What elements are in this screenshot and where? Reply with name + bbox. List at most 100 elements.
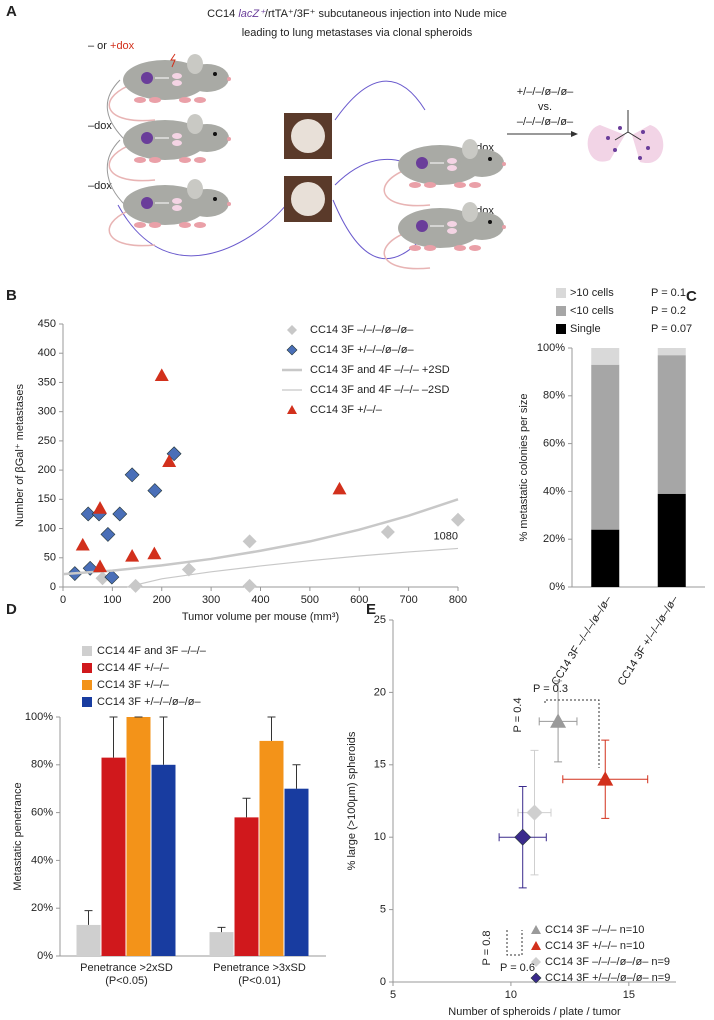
x-tick-label: 700 xyxy=(399,594,417,606)
x-tick-label: 300 xyxy=(202,594,220,606)
y-tick-label: 0 xyxy=(50,581,56,593)
lung-mark xyxy=(447,228,457,234)
legend-label: CC14 4F and 3F –/–/– xyxy=(97,645,207,657)
dox-text: – or xyxy=(88,40,110,52)
legend-swatch xyxy=(82,646,92,656)
arrow xyxy=(334,80,426,121)
legend-label: CC14 3F +/–/–/ø–/ø– n=9 xyxy=(545,972,670,984)
arrow xyxy=(117,199,291,257)
mouse-tail xyxy=(108,144,156,182)
x-tick-label: 10 xyxy=(505,989,517,1001)
bar-segment xyxy=(657,355,686,494)
mouse-foot xyxy=(134,97,146,103)
legend-label: <10 cells xyxy=(570,305,614,317)
y-tick-label: 20 xyxy=(374,686,386,698)
y-tick-label: 20% xyxy=(543,533,565,545)
legend-swatch xyxy=(531,957,541,967)
bar xyxy=(101,757,126,956)
legend-label: CC14 3F and 4F –/–/– +2SD xyxy=(310,364,450,376)
spheroid xyxy=(291,119,325,153)
bar xyxy=(234,817,259,956)
legend-label: CC14 3F and 4F –/–/– –2SD xyxy=(310,384,449,396)
metastasis-dot xyxy=(638,156,642,160)
metastasis-dot xyxy=(641,130,645,134)
legend-label: CC14 3F +/–/– xyxy=(310,404,383,416)
spheroid xyxy=(291,182,325,216)
lung-mark xyxy=(172,80,182,86)
trachea xyxy=(614,110,642,141)
y-tick-label: 400 xyxy=(38,347,56,359)
tumor xyxy=(416,220,428,232)
mouse-nose xyxy=(502,162,506,166)
triangle-marker xyxy=(93,559,108,573)
lung-mark xyxy=(447,221,457,227)
lung-mark xyxy=(172,205,182,211)
triangle-marker xyxy=(93,501,108,514)
y-tick-label: 80% xyxy=(543,390,565,402)
mouse-nose xyxy=(227,137,231,141)
bar xyxy=(209,932,234,956)
x-tick-label: 400 xyxy=(251,594,269,606)
mouse-foot xyxy=(454,245,466,251)
mouse-eye xyxy=(488,157,492,161)
lung-mark xyxy=(172,198,182,204)
diamond-marker xyxy=(128,578,143,593)
y-tick-label: 20% xyxy=(31,902,53,914)
mouse-foot xyxy=(409,182,421,188)
lung-mark xyxy=(447,165,457,171)
y-tick-label: 0% xyxy=(37,950,53,962)
p-value: P = 0.4 xyxy=(512,698,524,733)
mouse-foot xyxy=(469,182,481,188)
error-bar xyxy=(267,716,276,741)
x-tick-label: 800 xyxy=(449,594,467,606)
legend-swatch xyxy=(531,925,541,934)
y-axis-title: Number of βGal⁺ metastases xyxy=(14,384,26,527)
mouse-foot xyxy=(454,182,466,188)
legend-swatch xyxy=(286,344,298,356)
y-tick-label: 300 xyxy=(38,406,56,418)
legend-swatch xyxy=(287,325,297,335)
lung-mark xyxy=(172,133,182,139)
diamond-marker xyxy=(80,506,96,522)
x-tick-label: Penetrance >2xSD xyxy=(80,962,173,974)
bracket xyxy=(506,930,523,956)
mouse-ear xyxy=(187,54,203,74)
bar-segment xyxy=(591,529,620,587)
y-axis-title: Metastatic penetrance xyxy=(12,782,24,890)
p-value: P = 0.2 xyxy=(651,305,686,317)
y-tick-label: 40% xyxy=(31,854,53,866)
x-tick-label: 500 xyxy=(301,594,319,606)
tumor xyxy=(141,132,153,144)
legend-swatch xyxy=(556,288,566,298)
x-tick-label: CC14 3F –/–/–/ø–/ø– xyxy=(549,593,614,688)
triangle-marker xyxy=(147,546,162,560)
mouse-foot xyxy=(134,157,146,163)
y-tick-label: 10 xyxy=(374,831,386,843)
y-axis-title: % metastatic colonies per size xyxy=(518,394,530,542)
error-bar xyxy=(159,716,168,765)
x-tick-label: 15 xyxy=(623,989,635,1001)
x-tick-label: 200 xyxy=(153,594,171,606)
triangle-marker xyxy=(550,713,567,728)
bar-segment xyxy=(591,364,620,530)
y-tick-label: 100% xyxy=(537,342,565,354)
y-tick-label: 80% xyxy=(31,759,53,771)
metastasis-dot xyxy=(646,146,650,150)
mouse-tail xyxy=(108,209,156,247)
diamond-marker xyxy=(124,467,140,483)
triangle-marker xyxy=(154,368,169,382)
x-tick-label: 0 xyxy=(60,594,66,606)
dox-label: –dox xyxy=(88,120,112,132)
mouse-nose xyxy=(227,77,231,81)
p-value: P = 0.8 xyxy=(481,931,493,966)
dox-label: –dox xyxy=(88,180,112,192)
bar xyxy=(126,717,151,956)
tumor xyxy=(141,72,153,84)
lung xyxy=(587,125,664,164)
error-bar xyxy=(109,716,118,758)
mouse-foot xyxy=(194,222,206,228)
legend-swatch xyxy=(287,405,297,414)
legend-swatch xyxy=(556,306,566,316)
bracket xyxy=(544,699,600,768)
